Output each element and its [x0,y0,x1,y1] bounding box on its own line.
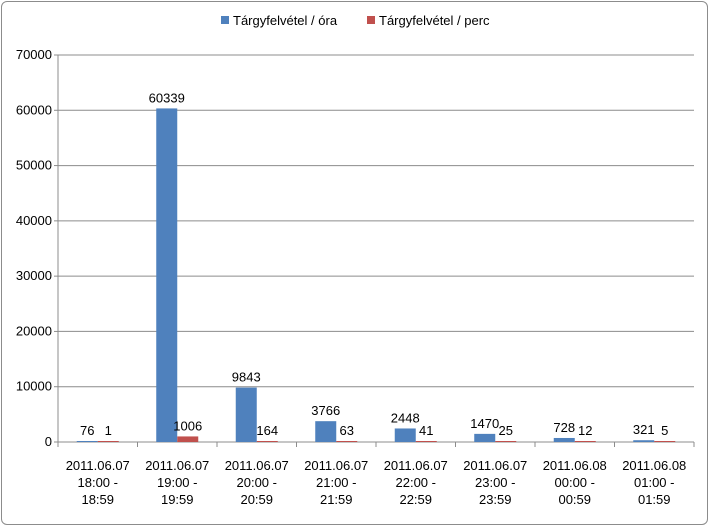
bar-ora [235,387,257,442]
data-label: 1 [105,423,112,438]
x-tick-label: 21:59 [320,492,353,507]
bar-ora [76,441,98,442]
data-label: 9843 [232,370,261,385]
bar-ora [553,437,575,442]
x-tick-label: 2011.06.08 [543,458,607,473]
data-label: 3766 [311,403,340,418]
data-label: 12 [578,423,592,438]
x-tick-label: 19:00 - [157,475,197,490]
bar-ora [474,433,496,442]
bar-perc [415,441,437,442]
data-label: 321 [633,422,655,437]
x-tick-label: 23:00 - [475,475,515,490]
data-label: 76 [80,423,94,438]
x-tick-label: 22:00 - [396,475,436,490]
x-tick-label: 18:00 - [78,475,118,490]
data-label: 60339 [149,90,185,105]
x-tick-label: 21:00 - [316,475,356,490]
data-label: 1006 [173,418,202,433]
y-tick-label: 0 [45,434,52,449]
x-tick-label: 2011.06.07 [384,458,448,473]
x-tick-label: 20:59 [240,492,273,507]
x-tick-label: 00:00 - [555,475,595,490]
x-tick-label: 23:59 [479,492,512,507]
x-tick-label: 18:59 [81,492,114,507]
bar-perc [256,441,278,442]
legend-label: Tárgyfelvétel / óra [233,13,338,28]
bar-perc [495,441,517,442]
bar-perc [336,441,358,442]
legend-label: Tárgyfelvétel / perc [379,13,490,28]
x-tick-label: 2011.06.07 [304,458,368,473]
x-tick-label: 19:59 [161,492,194,507]
y-tick-label: 10000 [16,379,52,394]
legend-swatch [221,16,229,24]
data-label: 41 [419,423,433,438]
y-tick-label: 40000 [16,213,52,228]
bar-perc [97,441,119,442]
x-tick-label: 2011.06.07 [463,458,527,473]
x-tick-label: 2011.06.07 [66,458,130,473]
bar-perc [177,436,199,442]
y-tick-label: 60000 [16,102,52,117]
data-label: 25 [499,423,513,438]
bar-ora [633,440,655,442]
x-tick-label: 20:00 - [237,475,277,490]
y-tick-label: 30000 [16,268,52,283]
x-tick-label: 2011.06.08 [622,458,686,473]
data-label: 164 [256,423,278,438]
bar-perc [654,441,676,442]
x-tick-label: 22:59 [399,492,432,507]
data-label: 2448 [391,410,420,425]
data-label: 5 [661,423,668,438]
x-tick-label: 01:00 - [634,475,674,490]
data-label: 63 [340,423,354,438]
bar-ora [315,421,337,442]
data-label: 1470 [470,416,499,431]
x-tick-label: 2011.06.07 [225,458,289,473]
bar-perc [574,441,596,442]
x-tick-label: 01:59 [638,492,671,507]
x-tick-label: 2011.06.07 [145,458,209,473]
y-tick-label: 50000 [16,158,52,173]
y-tick-label: 70000 [16,47,52,62]
legend-swatch [367,16,375,24]
x-tick-label: 00:59 [558,492,591,507]
y-tick-label: 20000 [16,323,52,338]
bar-ora [394,428,416,442]
bar-ora [156,108,178,442]
data-label: 728 [553,420,575,435]
